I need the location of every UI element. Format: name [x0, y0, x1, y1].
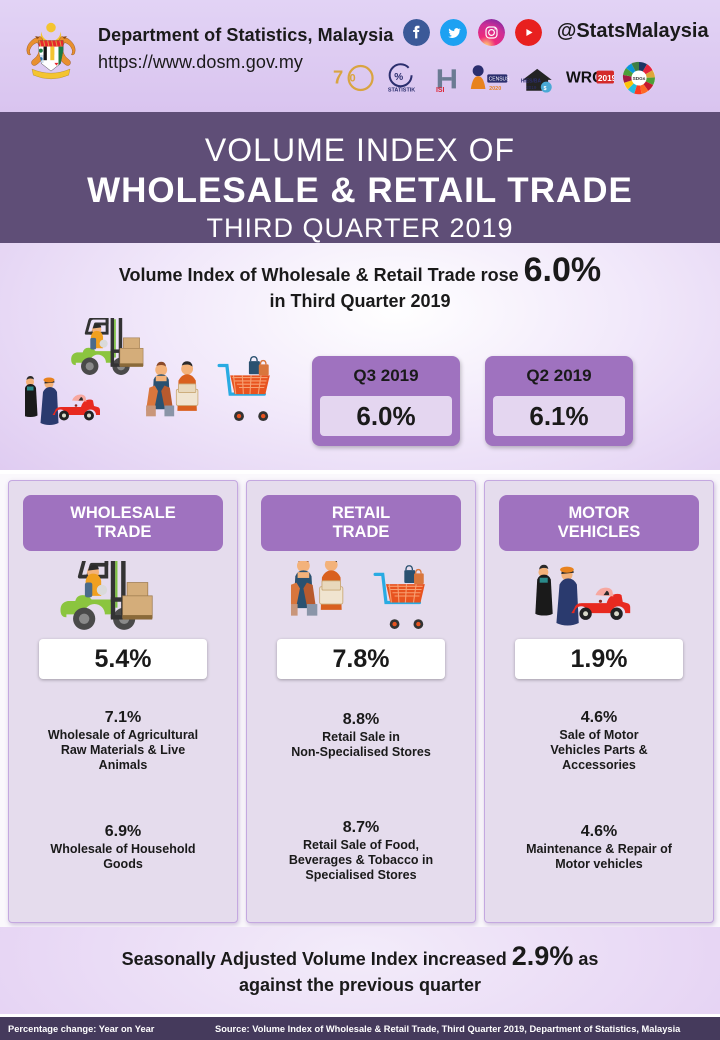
- svg-text:7: 7: [333, 67, 343, 88]
- svg-text:STATISTIK: STATISTIK: [388, 88, 415, 94]
- svg-text:$: $: [543, 86, 546, 92]
- svg-text:2019: 2019: [526, 85, 537, 90]
- svg-text:ISI: ISI: [436, 87, 445, 94]
- svg-text:SDGs: SDGs: [632, 76, 645, 82]
- svg-text:CENSUS: CENSUS: [489, 77, 511, 83]
- svg-text:2020: 2020: [489, 86, 501, 92]
- svg-text:0: 0: [350, 73, 356, 85]
- svg-text:HIES/BA: HIES/BA: [521, 79, 542, 85]
- svg-text:%: %: [395, 72, 404, 83]
- svg-text:2019: 2019: [598, 73, 614, 83]
